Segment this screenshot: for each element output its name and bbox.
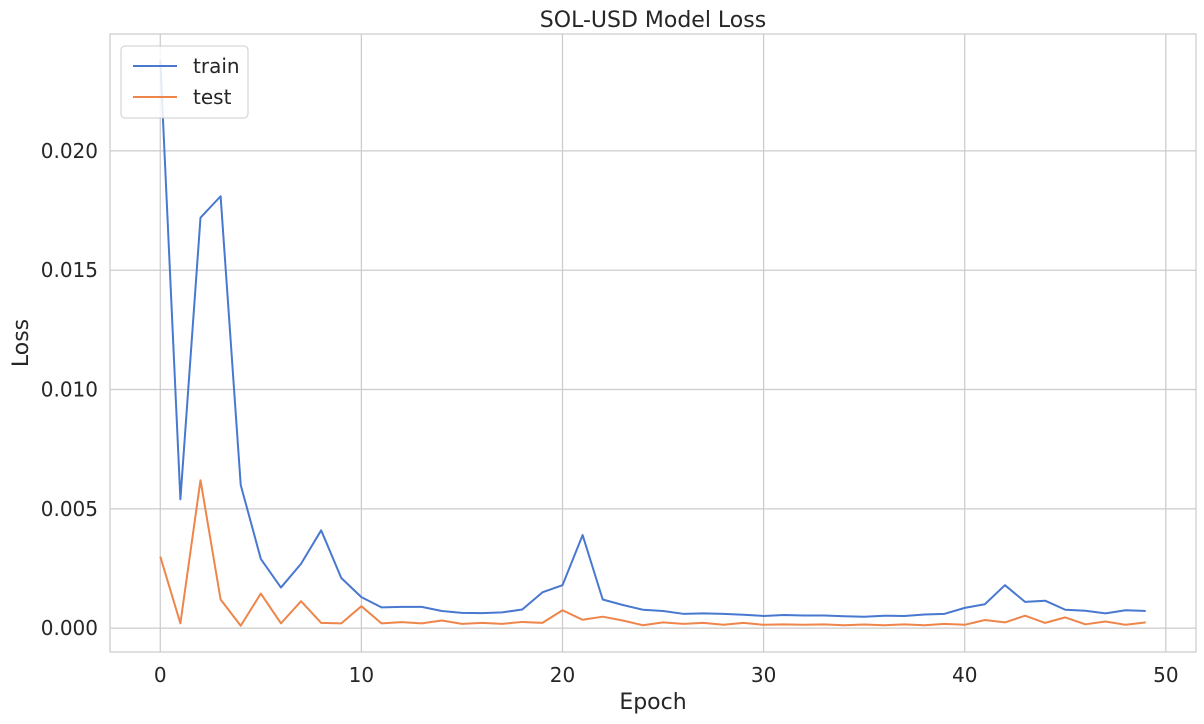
y-axis-title: Loss xyxy=(9,319,34,367)
series-layer xyxy=(159,60,1146,627)
legend-box xyxy=(120,45,249,119)
legend: train test xyxy=(120,45,249,119)
legend-label-test: test xyxy=(193,85,232,109)
chart-title: SOL-USD Model Loss xyxy=(540,8,766,33)
y-tick-label: 0.010 xyxy=(41,378,98,402)
x-tick-label: 30 xyxy=(751,663,776,687)
x-tick-label: 0 xyxy=(154,663,167,687)
series-line-train xyxy=(159,60,1146,618)
tick-labels: 0 10 20 30 40 50 0.000 0.005 0.010 0.015 0.020 xyxy=(41,139,1179,687)
x-tick-label: 10 xyxy=(349,663,374,687)
x-tick-label: 20 xyxy=(550,663,575,687)
y-tick-label: 0.000 xyxy=(41,616,98,640)
grid xyxy=(110,34,1196,652)
x-tick-label: 40 xyxy=(952,663,977,687)
x-axis-title: Epoch xyxy=(619,690,686,715)
plot-area-frame xyxy=(109,33,1197,653)
series-line-test xyxy=(159,479,1146,627)
y-tick-label: 0.020 xyxy=(41,139,98,163)
x-tick-label: 50 xyxy=(1153,663,1178,687)
y-tick-label: 0.005 xyxy=(41,497,98,521)
y-tick-label: 0.015 xyxy=(41,258,98,282)
legend-label-train: train xyxy=(193,54,240,78)
